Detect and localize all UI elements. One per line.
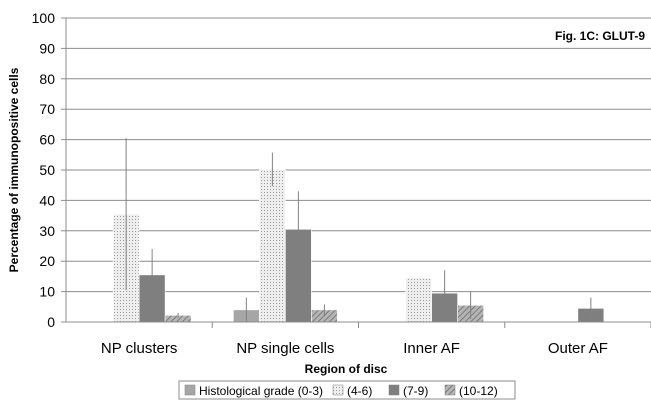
legend-label: (10-12) (459, 384, 498, 398)
y-tick-label: 80 (39, 71, 55, 87)
chart-annotation: Fig. 1C: GLUT-9 (555, 29, 645, 43)
legend-swatch (332, 384, 344, 396)
legend-swatch (388, 384, 400, 396)
bars (112, 169, 605, 323)
grid-lines (66, 17, 651, 293)
x-axis-label: Region of disc (305, 362, 388, 376)
x-tick-label: Outer AF (548, 340, 608, 357)
legend-label: (4-6) (347, 384, 372, 398)
y-tick-label: 30 (39, 223, 55, 239)
y-tick-label: 100 (32, 10, 56, 26)
y-tick-label: 40 (39, 192, 55, 208)
y-axis-label: Percentage of immunopositive cells (7, 67, 21, 272)
x-tick-label: Inner AF (403, 340, 460, 357)
bar (259, 169, 286, 323)
y-tick-label: 60 (39, 132, 55, 148)
x-tick-label: NP clusters (101, 340, 177, 357)
y-tick-label: 50 (39, 162, 55, 178)
y-tick-label: 20 (39, 253, 55, 269)
axes: 0 10 20 30 40 50 60 70 80 90 100 NP clusters NP sing… (32, 10, 651, 357)
y-tick-label: 10 (39, 284, 55, 300)
legend-label: (7-9) (403, 384, 428, 398)
legend-label: Histological grade (0-3) (199, 384, 323, 398)
legend-box (178, 380, 516, 400)
bar (405, 277, 432, 323)
error-bars (125, 138, 592, 322)
legend-swatch (184, 384, 196, 396)
y-tick-label: 0 (47, 314, 55, 330)
legend: Histological grade (0-3) (4-6) (7-9) (10-12… (178, 380, 516, 400)
x-tick-label: NP single cells (236, 340, 334, 357)
y-tick-label: 90 (39, 40, 55, 56)
legend-swatch (444, 384, 456, 396)
y-tick-label: 70 (39, 101, 55, 117)
